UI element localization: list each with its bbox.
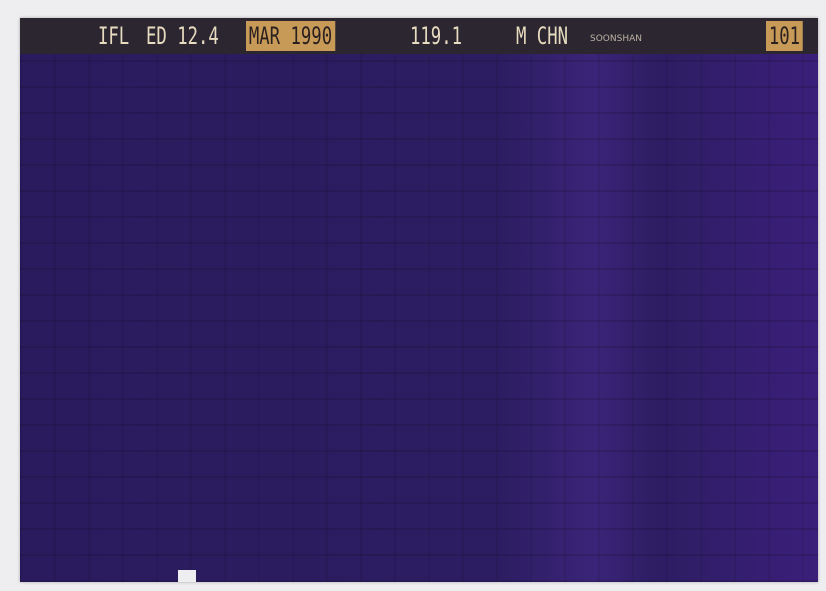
code: 119.1 — [410, 22, 463, 50]
frame-grid — [20, 54, 818, 582]
notch — [178, 570, 196, 582]
date: MAR 1990 — [246, 21, 335, 51]
fiche-number: 101 — [766, 21, 803, 51]
edition: ED 12.4 — [146, 22, 219, 50]
microfiche-sheet: IFL ED 12.4 MAR 1990 119.1 M CHN SOONSHA… — [20, 18, 818, 582]
name: SOONSHAN — [590, 34, 642, 44]
header-strip: IFL ED 12.4 MAR 1990 119.1 M CHN SOONSHA… — [20, 18, 818, 54]
publication: IFL — [98, 22, 130, 50]
model: M CHN — [516, 22, 569, 50]
